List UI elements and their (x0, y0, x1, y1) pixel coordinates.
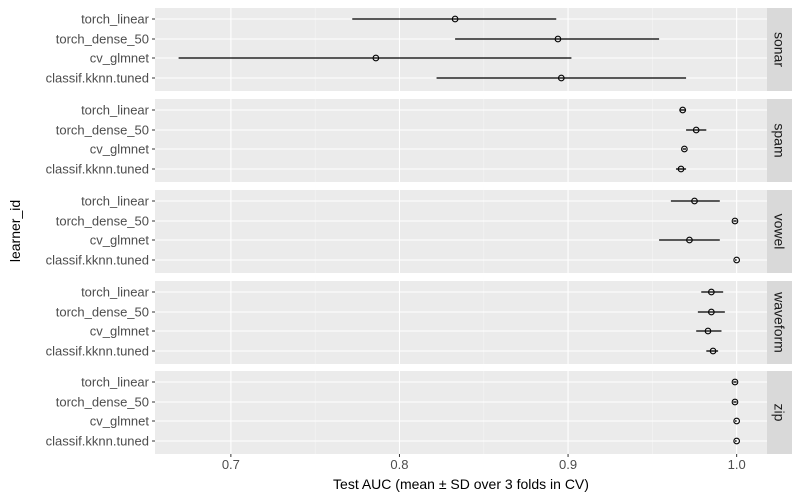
y-tick-label: torch_dense_50 (56, 305, 149, 320)
facet-strip (767, 281, 792, 364)
y-tick-label: torch_linear (81, 103, 150, 118)
y-tick-label: torch_dense_50 (56, 395, 149, 410)
y-tick-label: torch_dense_50 (56, 214, 149, 229)
mean-point (733, 256, 741, 264)
mean-point (372, 54, 380, 62)
mean-point (677, 165, 685, 173)
mean-point (686, 236, 693, 244)
y-tick-label: cv_glmnet (90, 324, 150, 339)
y-tick-label: cv_glmnet (90, 51, 150, 66)
mean-point (554, 35, 562, 43)
mean-point (733, 437, 741, 445)
y-tick-label: torch_dense_50 (56, 123, 149, 138)
y-tick-label: torch_linear (81, 194, 150, 209)
x-tick-label: 0.8 (390, 457, 408, 472)
mean-point (692, 126, 700, 134)
mean-point (704, 327, 712, 335)
facet-panel-waveform: waveform torch_linear torch_dense_50 cv_glm… (46, 281, 792, 364)
mean-point (731, 217, 739, 225)
facet-strip-label: sonar (772, 32, 788, 67)
y-tick-label: torch_linear (81, 12, 150, 27)
mean-point (708, 288, 715, 296)
mean-point (708, 308, 715, 316)
y-tick-label: torch_linear (81, 285, 150, 300)
y-tick-label: torch_linear (81, 375, 150, 390)
panel-background (155, 99, 767, 182)
mean-point (681, 145, 688, 153)
y-tick-label: cv_glmnet (90, 142, 150, 157)
facet-panel-spam: spam torch_linear torch_dense_50 cv_glmnetc… (46, 99, 792, 182)
x-axis-title: Test AUC (mean ± SD over 3 folds in CV) (333, 476, 589, 492)
facet-panel-sonar: sonar torch_linear torch_dense_50 cv_glmnet… (46, 8, 792, 91)
y-tick-label: classif.kknn.tuned (46, 253, 149, 268)
y-tick-label: classif.kknn.tuned (46, 434, 149, 449)
panel-background (155, 371, 767, 454)
facet-strip (767, 190, 792, 273)
mean-point (691, 197, 698, 205)
facet-strip-label: waveform (772, 291, 788, 353)
mean-point (733, 417, 741, 425)
y-tick-label: classif.kknn.tuned (46, 71, 149, 86)
y-tick-label: classif.kknn.tuned (46, 162, 149, 177)
mean-point (709, 347, 717, 355)
y-tick-label: cv_glmnet (90, 233, 150, 248)
y-tick-label: torch_dense_50 (56, 32, 149, 47)
facet-strip (767, 371, 792, 454)
x-tick-label: 1.0 (728, 457, 746, 472)
panel-background (155, 190, 767, 273)
mean-point (731, 378, 739, 386)
x-tick-label: 0.7 (222, 457, 240, 472)
y-axis-title: learner_id (7, 200, 23, 262)
mean-point (451, 15, 459, 23)
facet-strip-label: zip (772, 404, 788, 422)
y-tick-label: cv_glmnet (90, 414, 150, 429)
panel-background (155, 281, 767, 364)
facet-strip (767, 8, 792, 91)
facet-panel-zip: zip torch_linear torch_dense_50 cv_glmnetcl… (46, 371, 792, 454)
panel-background (155, 8, 767, 91)
mean-point (731, 398, 739, 406)
y-tick-label: classif.kknn.tuned (46, 344, 149, 359)
mean-point (679, 106, 687, 114)
facet-panel-vowel: vowel torch_linear torch_dense_50 cv_glmnet… (46, 190, 792, 273)
facet-strip-label: vowel (772, 214, 788, 250)
mean-point (557, 74, 565, 82)
x-tick-label: 0.9 (559, 457, 577, 472)
facet-strip-label: spam (772, 123, 788, 157)
facet-strip (767, 99, 792, 182)
